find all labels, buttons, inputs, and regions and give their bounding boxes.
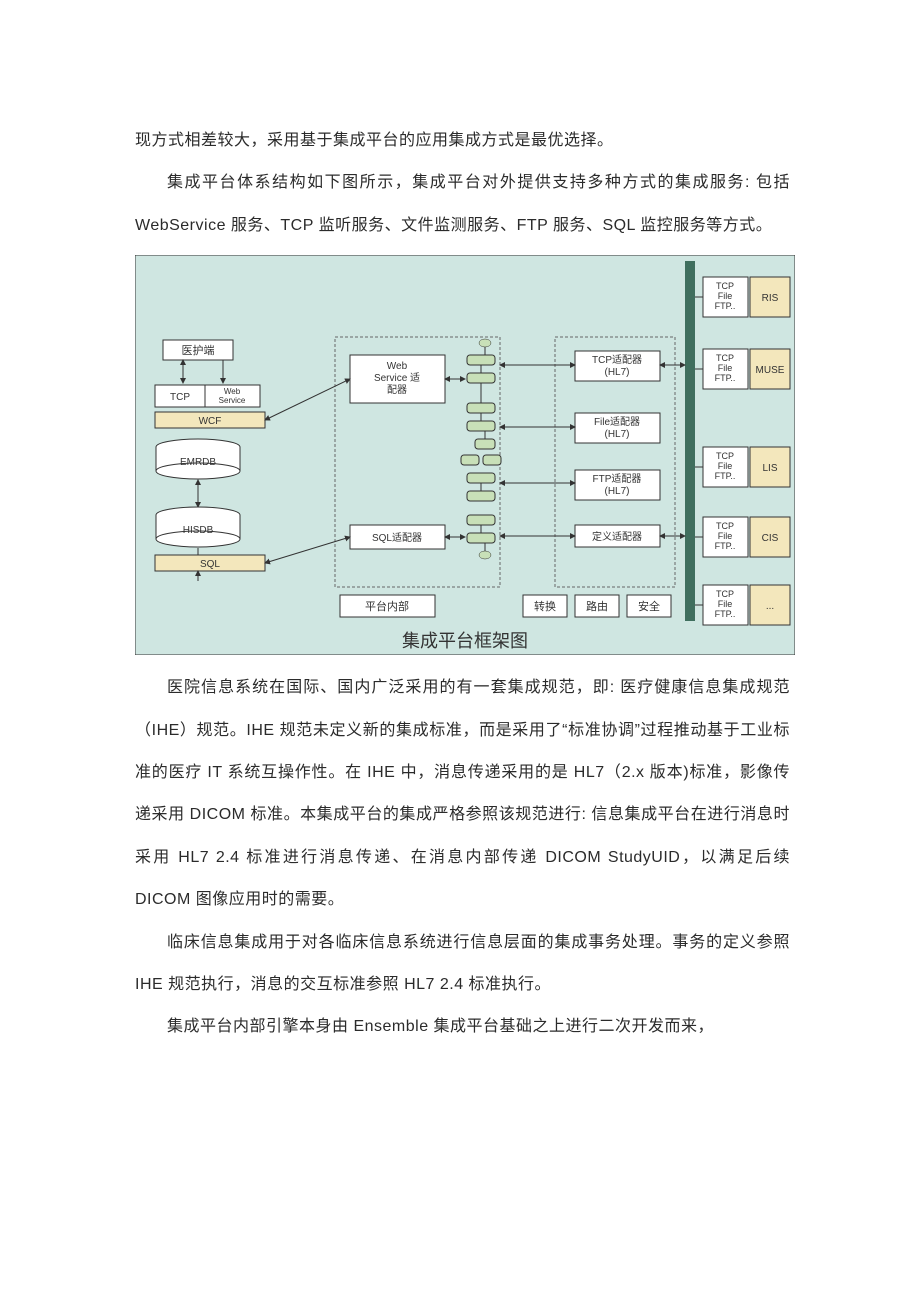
svg-text:(HL7): (HL7) [604, 429, 629, 440]
svg-text:File: File [718, 531, 733, 541]
paragraph-4: 临床信息集成用于对各临床信息系统进行信息层面的集成事务处理。事务的定义参照 IH… [135, 922, 790, 1007]
svg-text:File适配器: File适配器 [594, 416, 640, 428]
hisdb-cylinder: HISDB [183, 525, 214, 536]
emrdb-cylinder: EMRDB [180, 457, 216, 468]
svg-text:File: File [718, 363, 733, 373]
muse-box: MUSE [756, 365, 785, 376]
diagram-title: 集成平台框架图 [402, 631, 528, 651]
convert-box: 转换 [534, 599, 556, 613]
sql-bar: SQL [200, 559, 220, 570]
svg-text:配器: 配器 [387, 384, 407, 396]
paragraph-5: 集成平台内部引擎本身由 Ensemble 集成平台基础之上进行二次开发而来， [135, 1006, 790, 1048]
svg-text:FTP适配器: FTP适配器 [593, 473, 642, 485]
ris-box: RIS [762, 293, 779, 304]
svg-text:Service 适: Service 适 [374, 372, 420, 384]
cis-box: CIS [762, 533, 779, 544]
security-box: 安全 [638, 599, 660, 613]
svg-text:Web: Web [224, 387, 241, 396]
svg-text:File: File [718, 599, 733, 609]
svg-text:File: File [718, 461, 733, 471]
svg-text:FTP..: FTP.. [715, 301, 736, 311]
svg-text:FTP..: FTP.. [715, 373, 736, 383]
platform-internal-box: 平台内部 [365, 599, 409, 613]
svg-text:TCP: TCP [716, 281, 734, 291]
route-box: 路由 [586, 599, 608, 613]
svg-text:TCP适配器: TCP适配器 [592, 354, 642, 366]
tcp-box: TCP [170, 392, 190, 403]
paragraph-1: 现方式相差较大，采用基于集成平台的应用集成方式是最优选择。 [135, 120, 790, 162]
svg-text:File: File [718, 291, 733, 301]
svg-text:TCP: TCP [716, 521, 734, 531]
paragraph-2: 集成平台体系结构如下图所示，集成平台对外提供支持多种方式的集成服务: 包括 We… [135, 162, 790, 247]
svg-text:TCP: TCP [716, 353, 734, 363]
svg-text:Service: Service [219, 396, 246, 405]
svg-text:TCP: TCP [716, 451, 734, 461]
client-box: 医护端 [182, 343, 215, 357]
svg-text:Web: Web [387, 361, 408, 372]
svg-text:FTP..: FTP.. [715, 471, 736, 481]
svg-text:TCP: TCP [716, 589, 734, 599]
sql-adapter-box: SQL适配器 [372, 532, 422, 544]
page: 现方式相差较大，采用基于集成平台的应用集成方式是最优选择。 集成平台体系结构如下… [0, 0, 920, 1109]
paragraph-3: 医院信息系统在国际、国内广泛采用的有一套集成规范，即: 医疗健康信息集成规范（I… [135, 667, 790, 921]
svg-text:(HL7): (HL7) [604, 486, 629, 497]
svg-text:(HL7): (HL7) [604, 367, 629, 378]
architecture-diagram: 医护端 TCP Web Service WCF EMRDB [135, 255, 795, 655]
etc-box: ... [766, 601, 774, 612]
custom-adapter-box: 定义适配器 [592, 530, 642, 543]
wcf-bar: WCF [199, 416, 222, 427]
svg-text:FTP..: FTP.. [715, 609, 736, 619]
svg-text:FTP..: FTP.. [715, 541, 736, 551]
lis-box: LIS [762, 463, 777, 474]
